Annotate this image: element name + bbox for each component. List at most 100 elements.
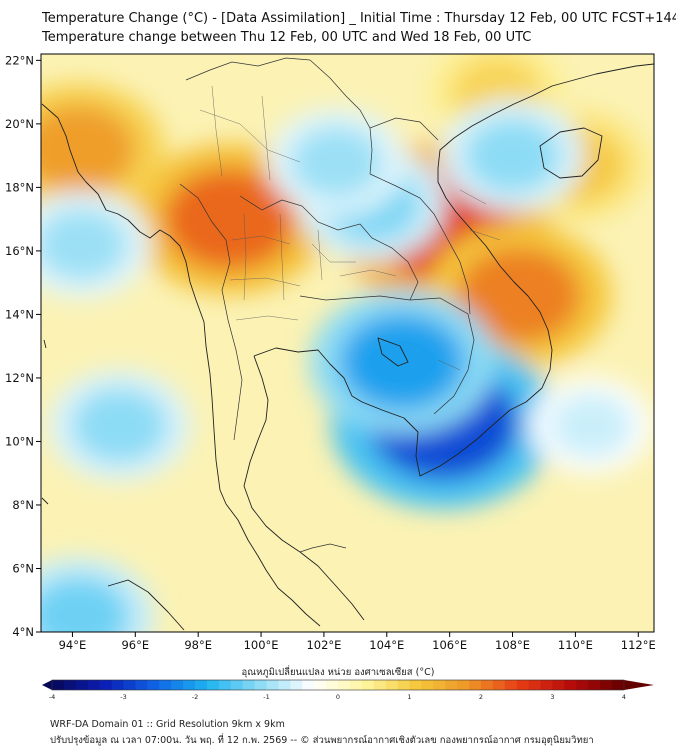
border-vietnam-china bbox=[369, 117, 439, 141]
x-tick-label: 102°E bbox=[306, 638, 341, 652]
x-tick-label: 96°E bbox=[121, 638, 149, 652]
y-tick-label: 22°N bbox=[5, 53, 34, 67]
colorbar-cell bbox=[552, 680, 565, 690]
border-thai-cambodia bbox=[299, 295, 411, 301]
coastline-myanmar-west bbox=[41, 103, 227, 505]
temperature-field bbox=[41, 54, 654, 632]
coastline-gulf-top bbox=[253, 347, 363, 403]
y-tick-label: 6°N bbox=[12, 561, 34, 575]
field-cool-cambodia bbox=[340, 314, 465, 411]
colorbar-cell bbox=[564, 680, 577, 690]
x-tick-label: 110°E bbox=[558, 638, 593, 652]
field-cool-gulf-of-tonkin bbox=[464, 118, 561, 193]
x-tick-label: 112°E bbox=[621, 638, 656, 652]
y-tick-label: 8°N bbox=[12, 498, 34, 512]
colorbar-cell bbox=[75, 680, 89, 690]
border-thai-laos bbox=[239, 195, 419, 301]
border-cambodia-vietnam bbox=[409, 297, 475, 415]
y-tick-label: 14°N bbox=[5, 307, 34, 321]
colorbar-tick-label: -4 bbox=[49, 693, 55, 701]
colorbar-cell bbox=[278, 680, 291, 690]
colorbar-cell bbox=[52, 680, 65, 690]
colorbar-cell bbox=[588, 680, 601, 690]
map-frame bbox=[40, 53, 655, 633]
field-cool-andaman-sea bbox=[71, 388, 168, 463]
colorbar-cell bbox=[159, 680, 172, 690]
colorbar-cell bbox=[421, 680, 434, 690]
colorbar-cell bbox=[123, 680, 136, 690]
field-warm-northwest-thailand bbox=[164, 168, 295, 270]
national-borders bbox=[179, 57, 501, 553]
map-title-line-2: Temperature change between Thu 12 Feb, 0… bbox=[42, 30, 532, 45]
colorbar-tick-label: 1 bbox=[407, 693, 411, 701]
coastline-hainan bbox=[539, 127, 603, 179]
x-tick-label: 108°E bbox=[495, 638, 530, 652]
coastline-peninsula-west bbox=[225, 503, 321, 627]
colorbar-max-arrow bbox=[624, 680, 654, 690]
border-thai-myanmar bbox=[179, 183, 243, 441]
colorbar-cell bbox=[528, 680, 542, 690]
colorbar-cell bbox=[254, 680, 267, 690]
y-tick-label: 18°N bbox=[5, 180, 34, 194]
x-tick-label: 104°E bbox=[369, 638, 404, 652]
coastline-tonkin bbox=[437, 63, 654, 169]
coastline-sumatra bbox=[107, 579, 185, 631]
colorbar-frame bbox=[51, 679, 625, 691]
tonle-sap bbox=[377, 337, 409, 367]
colorbar-cell bbox=[111, 680, 124, 690]
colorbar-tick-label: 4 bbox=[622, 693, 626, 701]
colorbar-tick-label: -2 bbox=[192, 693, 198, 701]
coastline-gulf-west bbox=[243, 355, 365, 621]
colorbar-cell bbox=[314, 680, 327, 690]
colorbar-cell bbox=[361, 680, 375, 690]
field-cool-bay-of-bengal bbox=[41, 208, 128, 281]
colorbar-cell bbox=[457, 680, 470, 690]
x-tick-label: 100°E bbox=[244, 638, 279, 652]
colorbar-cell bbox=[135, 680, 148, 690]
provinces-grid bbox=[199, 85, 501, 371]
colorbar: -4 -3 -2 -1 0 1 2 3 4 bbox=[42, 679, 654, 701]
x-tick-label: 94°E bbox=[59, 638, 87, 652]
footer-domain-info: WRF-DA Domain 01 :: Grid Resolution 9km … bbox=[50, 719, 285, 730]
colorbar-cell bbox=[171, 680, 184, 690]
coastline-andaman-islands bbox=[41, 339, 49, 505]
colorbar-cell bbox=[266, 680, 279, 690]
colorbar-cell bbox=[492, 680, 506, 690]
colorbar-tick-label: 2 bbox=[479, 693, 483, 701]
colorbar-cell bbox=[218, 680, 232, 690]
map-title-line-1: Temperature Change (°C) - [Data Assimila… bbox=[42, 11, 676, 26]
colorbar-cell bbox=[183, 680, 196, 690]
colorbar-cell bbox=[326, 680, 339, 690]
colorbar-cell bbox=[63, 680, 77, 690]
colorbar-label: อุณหภูมิเปลี่ยนแปลง หน่วย องศาเซลเซียส (… bbox=[241, 667, 435, 678]
field-warm-central-vietnam-coast bbox=[456, 247, 581, 344]
y-tick-label: 16°N bbox=[5, 244, 34, 258]
colorbar-cell bbox=[397, 680, 410, 690]
colorbar-cell bbox=[373, 680, 387, 690]
colorbar-cell bbox=[445, 680, 458, 690]
colorbar-tick-label: 3 bbox=[550, 693, 554, 701]
colorbar-cell bbox=[195, 680, 208, 690]
y-tick-label: 12°N bbox=[5, 371, 34, 385]
colorbar-tick-label: -3 bbox=[120, 693, 126, 701]
colorbar-cell bbox=[206, 680, 220, 690]
colorbar-cell bbox=[600, 680, 613, 690]
colorbar-cell bbox=[433, 680, 446, 690]
colorbar-cell bbox=[99, 680, 113, 690]
colorbar-cell bbox=[612, 680, 625, 690]
colorbar-cell bbox=[409, 680, 422, 690]
field-cool-bay-of-bengal-south bbox=[41, 576, 130, 632]
y-tick-label: 4°N bbox=[12, 625, 34, 639]
colorbar-cell bbox=[504, 680, 518, 690]
footer-update-info: ปรับปรุงข้อมูล ณ เวลา 07:00น. วัน พฤ. ที… bbox=[50, 735, 594, 746]
colorbar-cell bbox=[290, 680, 303, 690]
colorbar-cell bbox=[230, 680, 244, 690]
border-myanmar-china bbox=[185, 57, 311, 81]
field-warm-myanmar-west bbox=[41, 104, 136, 194]
colorbar-cell bbox=[242, 680, 256, 690]
colorbar-min-arrow bbox=[42, 680, 52, 690]
colorbar-cell bbox=[481, 680, 494, 690]
colorbar-cell bbox=[540, 680, 553, 690]
colorbar-cell bbox=[349, 680, 363, 690]
